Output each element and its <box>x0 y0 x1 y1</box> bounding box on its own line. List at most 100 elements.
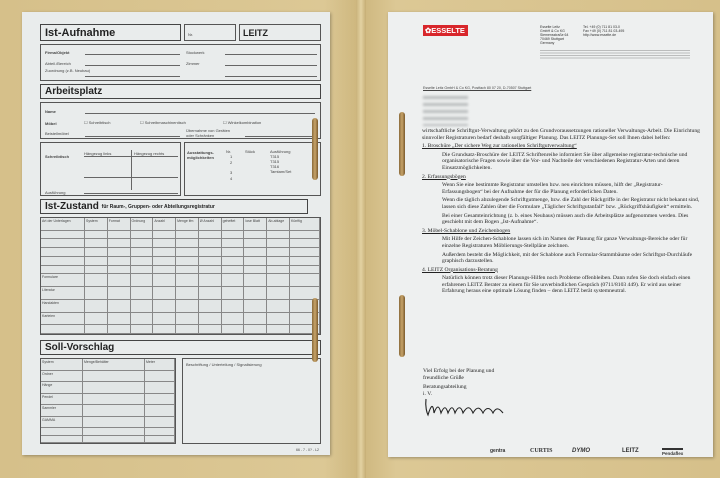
table-cell[interactable] <box>221 299 245 313</box>
table-cell[interactable] <box>153 230 177 240</box>
table-cell[interactable] <box>130 312 154 326</box>
table-cell[interactable] <box>145 428 175 436</box>
table-cell[interactable] <box>153 274 177 288</box>
table-cell[interactable] <box>153 239 177 249</box>
table-cell[interactable] <box>83 428 145 436</box>
table-cell[interactable] <box>85 287 108 300</box>
table-cell[interactable] <box>153 325 177 334</box>
table-cell[interactable] <box>244 256 268 266</box>
table-cell[interactable] <box>85 256 108 266</box>
table-cell[interactable] <box>176 274 199 288</box>
table-cell[interactable] <box>85 248 108 257</box>
table-cell[interactable] <box>107 325 131 334</box>
table-cell[interactable] <box>267 299 290 313</box>
table-cell[interactable] <box>290 239 320 249</box>
table-cell[interactable] <box>176 312 199 326</box>
table-cell[interactable] <box>145 370 175 382</box>
table-cell[interactable] <box>130 274 154 288</box>
table-cell[interactable] <box>85 230 108 240</box>
table-cell[interactable] <box>130 287 154 300</box>
table-cell[interactable] <box>153 248 177 257</box>
table-cell[interactable] <box>290 256 320 266</box>
table-cell[interactable] <box>267 325 290 334</box>
table-cell[interactable] <box>198 248 222 257</box>
table-cell[interactable] <box>290 248 320 257</box>
table-cell[interactable] <box>176 256 199 266</box>
table-cell[interactable] <box>244 325 268 334</box>
table-cell[interactable] <box>267 287 290 300</box>
table-cell[interactable] <box>198 239 222 249</box>
table-cell[interactable] <box>244 265 268 275</box>
table-cell[interactable] <box>130 256 154 266</box>
table-cell[interactable] <box>290 274 320 288</box>
table-cell[interactable] <box>107 287 131 300</box>
table-cell[interactable] <box>107 274 131 288</box>
table-cell[interactable] <box>85 265 108 275</box>
table-cell[interactable] <box>85 274 108 288</box>
table-cell[interactable] <box>153 256 177 266</box>
table-cell[interactable] <box>198 265 222 275</box>
table-cell[interactable] <box>290 230 320 240</box>
table-cell[interactable] <box>176 230 199 240</box>
table-cell[interactable] <box>153 287 177 300</box>
table-cell[interactable] <box>83 393 145 405</box>
table-cell[interactable] <box>153 299 177 313</box>
table-cell[interactable] <box>130 265 154 275</box>
table-cell[interactable] <box>145 435 175 443</box>
table-cell[interactable] <box>198 274 222 288</box>
table-cell[interactable] <box>267 256 290 266</box>
table-cell[interactable] <box>198 287 222 300</box>
fastener-clip[interactable] <box>312 298 318 362</box>
table-cell[interactable] <box>244 248 268 257</box>
table-cell[interactable] <box>85 312 108 326</box>
table-cell[interactable] <box>176 265 199 275</box>
table-cell[interactable] <box>130 230 154 240</box>
table-cell[interactable] <box>145 382 175 394</box>
checkbox-schreibmaschinentisch[interactable]: ☐ Schreibmaschinentisch <box>140 120 186 125</box>
table-cell[interactable] <box>267 230 290 240</box>
checkbox-winkelkombination[interactable]: ☐ Winkelkombination <box>223 120 262 125</box>
table-cell[interactable] <box>221 248 245 257</box>
table-cell[interactable] <box>267 265 290 275</box>
table-cell[interactable] <box>107 265 131 275</box>
table-cell[interactable] <box>221 274 245 288</box>
table-cell[interactable] <box>130 325 154 334</box>
fastener-clip[interactable] <box>399 295 405 357</box>
table-cell[interactable] <box>176 287 199 300</box>
table-cell[interactable] <box>244 312 268 326</box>
table-cell[interactable] <box>107 239 131 249</box>
table-cell[interactable] <box>221 325 245 334</box>
table-cell[interactable] <box>85 299 108 313</box>
table-cell[interactable] <box>267 239 290 249</box>
table-cell[interactable] <box>198 312 222 326</box>
table-cell[interactable] <box>176 325 199 334</box>
table-cell[interactable] <box>145 393 175 405</box>
table-cell[interactable] <box>130 239 154 249</box>
table-cell[interactable] <box>221 256 245 266</box>
table-cell[interactable] <box>107 299 131 313</box>
table-cell[interactable] <box>244 299 268 313</box>
table-cell[interactable] <box>290 265 320 275</box>
table-cell[interactable] <box>198 230 222 240</box>
table-cell[interactable] <box>107 312 131 326</box>
table-cell[interactable] <box>221 230 245 240</box>
table-cell[interactable] <box>107 256 131 266</box>
table-cell[interactable] <box>153 312 177 326</box>
table-cell[interactable] <box>198 256 222 266</box>
table-cell[interactable] <box>83 416 145 428</box>
table-cell[interactable] <box>83 405 145 417</box>
table-cell[interactable] <box>267 248 290 257</box>
table-cell[interactable] <box>221 239 245 249</box>
fastener-clip[interactable] <box>399 112 405 176</box>
table-cell[interactable] <box>145 416 175 428</box>
table-cell[interactable] <box>267 312 290 326</box>
table-cell[interactable] <box>176 239 199 249</box>
table-cell[interactable] <box>153 265 177 275</box>
table-cell[interactable] <box>221 287 245 300</box>
table-cell[interactable] <box>107 230 131 240</box>
table-cell[interactable] <box>85 325 108 334</box>
checkbox-schreibtisch[interactable]: ☐ Schreibtisch <box>84 120 111 125</box>
fastener-clip[interactable] <box>312 118 318 180</box>
table-cell[interactable] <box>85 239 108 249</box>
table-cell[interactable] <box>221 265 245 275</box>
